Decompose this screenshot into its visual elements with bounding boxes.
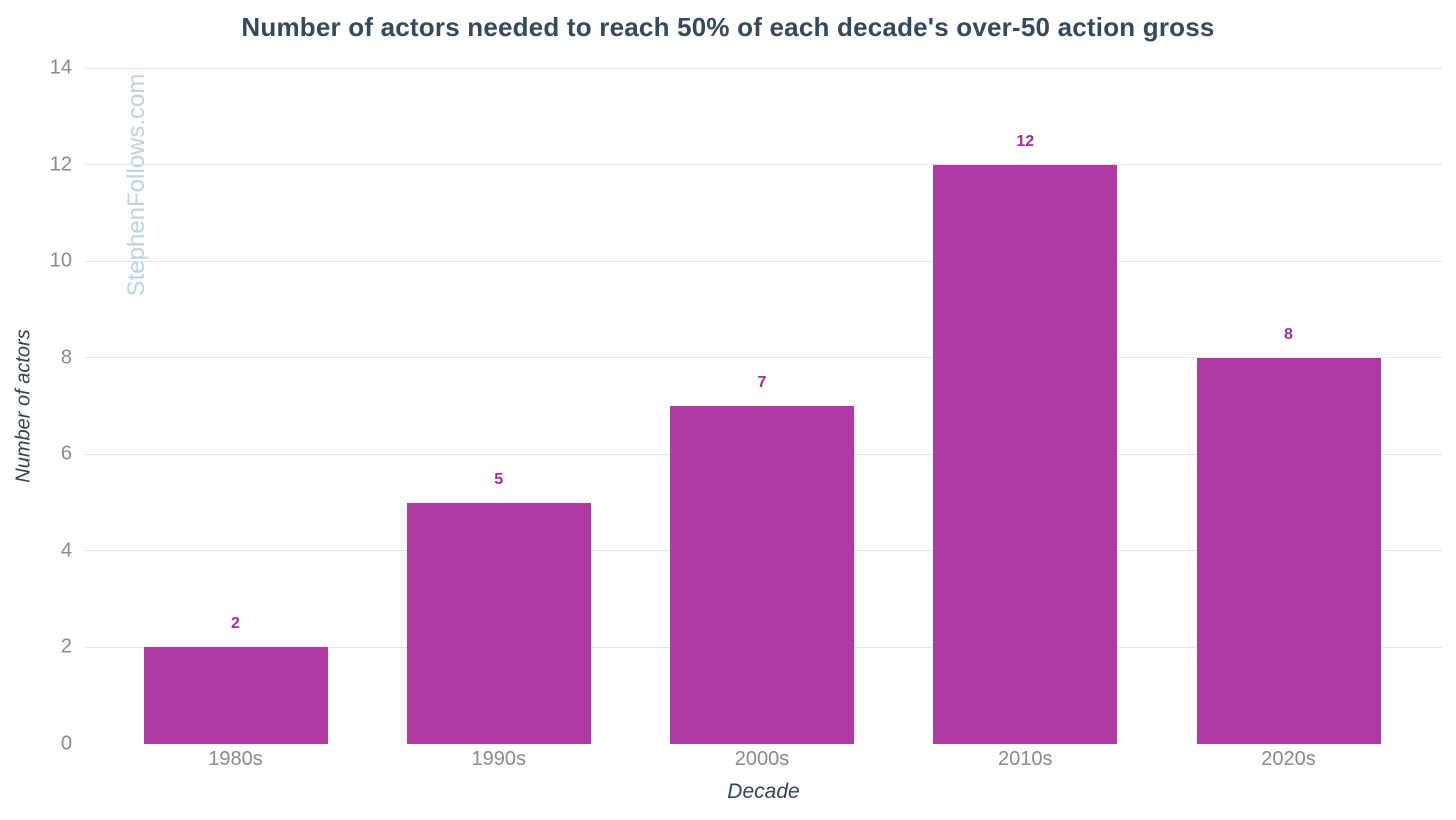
y-tick-label-8: 8 <box>60 346 72 369</box>
x-tick-label-2000s: 2000s <box>734 748 790 770</box>
bar-2010s[interactable] <box>933 164 1118 744</box>
y-tick-label-2: 2 <box>60 635 72 658</box>
bar-value-label-2020s: 8 <box>1284 325 1293 343</box>
bar-1980s[interactable] <box>143 647 328 744</box>
y-gridline-8 <box>85 357 1442 359</box>
x-tick-label-2010s: 2010s <box>998 748 1053 770</box>
bar-1990s[interactable] <box>406 502 591 744</box>
bar-2020s[interactable] <box>1196 357 1381 744</box>
bar-value-label-2010s: 12 <box>1016 132 1035 150</box>
y-tick-label-10: 10 <box>49 249 72 272</box>
bar-value-label-2000s: 7 <box>757 374 767 391</box>
x-tick-label-1990s: 1990s <box>471 748 527 770</box>
y-tick-label-0: 0 <box>60 732 72 755</box>
plot-area: 2 5 7 12 8 <box>85 67 1442 744</box>
y-tick-label-6: 6 <box>60 442 72 465</box>
bar-value-label-1990s: 5 <box>494 470 504 488</box>
x-tick-label-2020s: 2020s <box>1261 748 1316 770</box>
x-axis-title: Decade <box>727 780 800 803</box>
x-tick-label-1980s: 1980s <box>208 748 263 770</box>
chart-title: Number of actors needed to reach 50% of … <box>241 12 1215 42</box>
y-gridline-12 <box>85 164 1442 166</box>
y-gridline-14 <box>85 67 1442 69</box>
y-gridline-10 <box>85 260 1442 262</box>
y-tick-label-12: 12 <box>49 153 72 176</box>
bar-2000s[interactable] <box>670 406 854 744</box>
bar-value-label-1980s: 2 <box>231 615 240 633</box>
y-tick-label-4: 4 <box>60 539 72 562</box>
y-tick-label-14: 14 <box>49 56 72 79</box>
